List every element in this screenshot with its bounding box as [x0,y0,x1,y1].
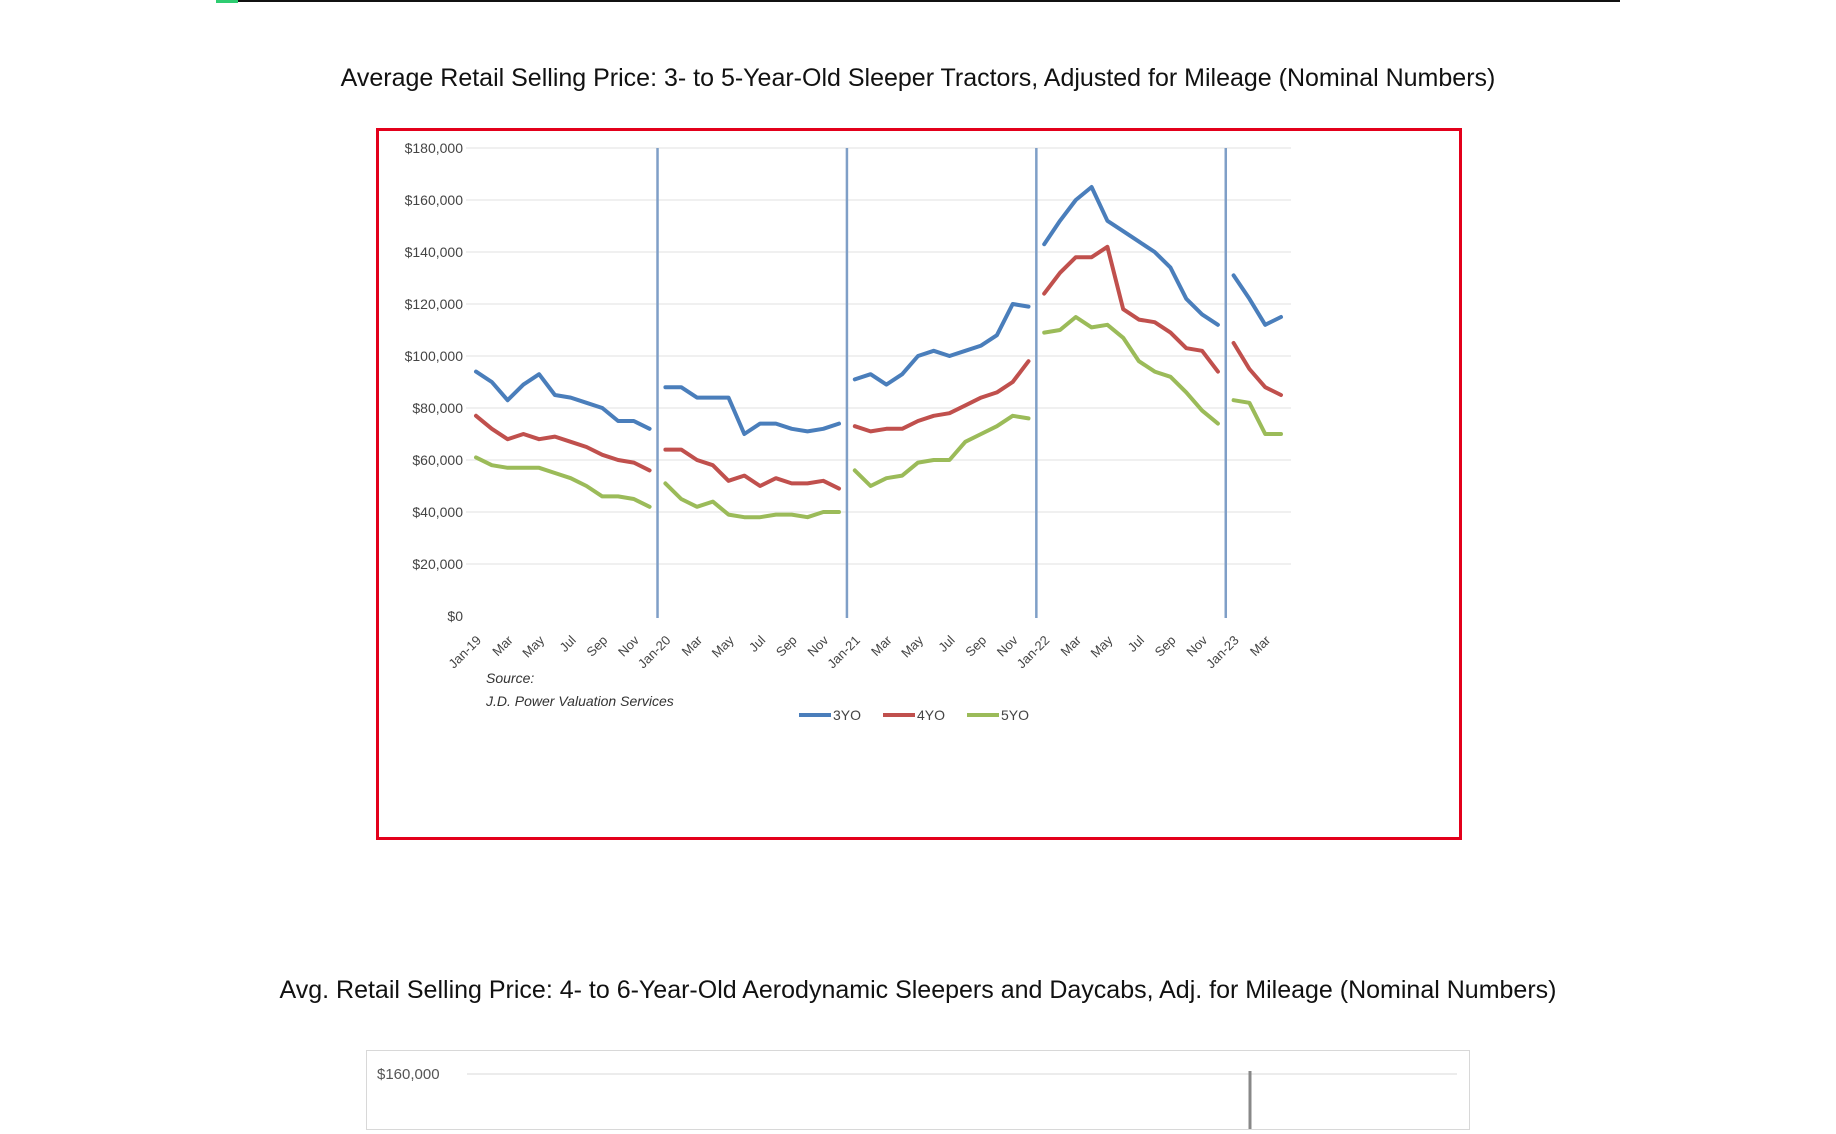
x-tick-label: Sep [1152,633,1179,660]
x-tick-label: Nov [804,632,831,659]
year-separators [656,148,1228,618]
chart-1-svg: $0 $20,000 $40,000 $60,000 $80,000 $100,000 $1… [405,140,1291,723]
legend-label: 3YO [833,707,861,723]
series-line-5yo [474,455,652,509]
legend-label: 5YO [1001,707,1029,723]
series-line-4yo [663,447,841,491]
chart-2-title: Avg. Retail Selling Price: 4- to 6-Year-… [279,976,1557,1004]
top-accent-bar [216,0,238,3]
y-tick-label: $80,000 [412,400,463,416]
x-tick-label: Nov [1183,632,1210,659]
x-tick-label: Mar [1247,632,1274,659]
x-tick-label: Jul [746,632,768,654]
chart-2-svg: $160,000 [377,1066,1457,1129]
y-tick-label: $0 [447,608,463,624]
series-line-5yo [852,413,1031,488]
series-line-3yo [1042,185,1220,327]
y-tick-label: $120,000 [405,296,464,312]
x-tick-label: Jan-20 [635,633,674,672]
x-tick-label: Nov [994,632,1021,659]
y-tick-label: $40,000 [412,504,463,520]
x-tick-label: Jul [556,632,578,654]
x-tick-label: Jan-22 [1014,633,1053,672]
x-tick-label: Jan-23 [1203,633,1242,672]
x-tick-label: Mar [868,632,895,659]
x-tick-label: Sep [773,633,800,660]
series-line-3yo [474,369,652,431]
chart-1-title: Average Retail Selling Price: 3- to 5-Ye… [340,64,1496,92]
y-tick-label: $100,000 [405,348,464,364]
x-tick-label: Mar [489,632,516,659]
series-line-4yo [1231,341,1283,397]
y-tick-label: $180,000 [405,140,464,156]
x-tick-label: Mar [679,632,706,659]
series-line-4yo [852,359,1031,434]
x-tick-label: Jan-19 [445,633,484,672]
grid-lines [466,147,1291,565]
x-tick-label: May [709,632,737,660]
series-line-3yo [1231,273,1283,327]
x-tick-label: Jul [1125,632,1147,654]
y-tick-label: $60,000 [412,452,463,468]
x-tick-label: May [519,632,547,660]
x-tick-label: May [1088,632,1116,660]
series-lines [474,185,1283,520]
chart-2-frame: $160,000 [366,1050,1470,1130]
source-text: J.D. Power Valuation Services [485,693,674,709]
chart-1-frame: $0 $20,000 $40,000 $60,000 $80,000 $100,000 $1… [376,128,1462,840]
top-rule [216,0,1620,2]
source-label: Source: [486,670,534,686]
chart-2-y-tick: $160,000 [377,1066,440,1083]
x-tick-label: Mar [1057,632,1084,659]
y-tick-label: $160,000 [405,192,464,208]
x-tick-label: Sep [962,633,989,660]
x-tick-label: Jan-21 [824,633,863,672]
legend-label: 4YO [917,707,945,723]
series-line-5yo [1231,398,1283,436]
x-tick-label: Sep [583,633,610,660]
y-tick-label: $140,000 [405,244,464,260]
x-tick-label: May [898,632,926,660]
series-line-5yo [1042,315,1220,426]
series-line-5yo [663,481,841,520]
series-line-4yo [474,413,652,473]
series-line-3yo [852,302,1031,387]
series-line-4yo [1042,244,1220,374]
series-line-3yo [663,385,841,436]
x-tick-label: Nov [615,632,642,659]
legend: 3YO 4YO 5YO [799,707,1029,723]
x-tick-label: Jul [935,632,957,654]
y-axis-ticks: $0 $20,000 $40,000 $60,000 $80,000 $100,000 $1… [405,140,464,624]
y-tick-label: $20,000 [412,556,463,572]
